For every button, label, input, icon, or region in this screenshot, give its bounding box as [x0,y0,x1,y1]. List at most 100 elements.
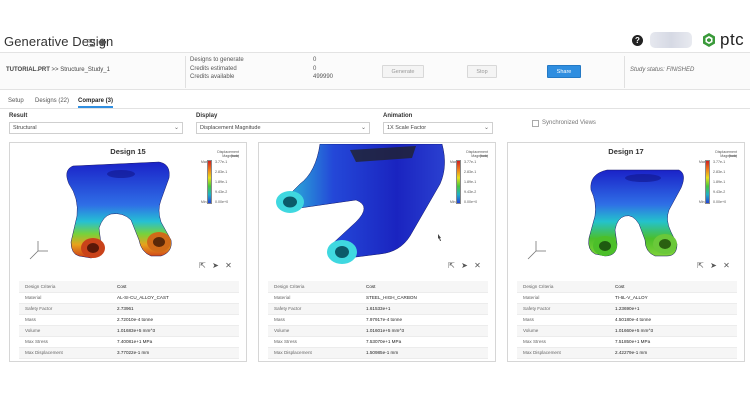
row-value: STEEL_HIGH_CARBON [360,292,488,304]
ptc-logo-text: ptc [720,30,745,49]
legend-title: Displacement Magnitude [466,150,488,158]
panel-title: Design 17 [608,147,644,156]
credits-estimated-value: 0 [313,65,317,72]
chevron-down-icon: ⌄ [483,125,489,131]
row-key: Max Stress [517,336,609,348]
view-toolbar: ⇱ ➤ ✕ [196,261,240,271]
close-icon[interactable]: ✕ [474,261,481,270]
legend-color-bar [705,160,710,204]
color-legend: Displacement Magnitude (mm) Max Min 3.77… [450,150,488,206]
close-icon[interactable]: ✕ [225,261,232,270]
header-criteria: Design Criteria [517,281,609,293]
row-value: AL-SI-CU_ALLOY_CAST [111,292,239,304]
table-row: Mass 7.97917e-4 tonne [268,314,488,326]
user-avatar[interactable] [650,32,692,48]
app-title: Generative Design [4,34,114,49]
ptc-logo: ptc [702,30,750,50]
share-view-icon[interactable]: ➤ [710,261,717,270]
expand-view-icon[interactable]: ⇱ [697,261,704,270]
share-view-icon[interactable]: ➤ [461,261,468,270]
title-action-icons[interactable]: 🖫 ✚ [87,38,107,49]
axes-triad-icon [29,241,48,260]
row-value: 1.01683e+5 mm^3 [111,325,239,337]
table-header-row: Design Criteria Cost [517,281,737,293]
study-file[interactable]: TUTORIAL.PRT [6,67,50,73]
legend-tick: 3.77e-1 [215,160,228,164]
design-15-model [66,161,172,259]
row-key: Mass [517,314,609,326]
close-icon[interactable]: ✕ [723,261,730,270]
3d-viewport[interactable]: Design 17 Displacement Magnitude (mm) Ma… [509,144,743,276]
design-17-model [588,169,684,257]
3d-viewport[interactable]: Displacement Magnitude (mm) Max Min 3.77… [260,144,494,276]
design-16-model [276,144,445,264]
row-key: Mass [268,314,360,326]
designs-to-generate-value: 0 [313,57,317,63]
header-criteria: Design Criteria [268,281,360,293]
tab-compare[interactable]: Compare (3) [78,98,114,108]
credits-labels: Designs to generate Credits estimated Cr… [190,56,244,82]
design-criteria-table: Design Criteria Cost Material AL-SI-CU_ALL… [19,281,239,359]
table-row: Material AL-SI-CU_ALLOY_CAST [19,292,239,304]
legend-max-label: Max [699,160,706,164]
legend-tick: 1.89e-1 [713,180,726,184]
legend-tick: 1.89e-1 [464,180,477,184]
tab-setup[interactable]: Setup [8,98,24,104]
row-key: Material [517,292,609,304]
design-criteria-table: Design Criteria Cost Material STEEL_HIGH_C… [268,281,488,359]
chevron-down-icon: ⌄ [173,125,179,131]
table-row: Volume 1.01683e+5 mm^3 [19,325,239,337]
result-select-value: Structural [13,125,37,131]
stop-button[interactable]: Stop [467,65,497,78]
legend-tick: 9.43e-2 [713,190,726,194]
legend-tick: 9.43e-2 [464,190,477,194]
design-criteria-table: Design Criteria Cost Material TI-6L-V_ALLO… [517,281,737,359]
animation-select[interactable]: 1X Scale Factor ⌄ [383,122,493,134]
synchronized-views-checkbox[interactable] [532,120,539,127]
table-header-row: Design Criteria Cost [268,281,488,293]
legend-tick: 1.89e-1 [215,180,228,184]
result-select[interactable]: Structural ⌄ [9,122,183,134]
row-value: 1.50985e-1 mm [360,347,488,359]
table-row: Mass 2.72010e-4 tonne [19,314,239,326]
color-legend: Displacement Magnitude (mm) Max Min 3.77… [699,150,737,206]
study-status: Study status: FINISHED [630,67,695,73]
row-key: Max Displacement [268,347,360,359]
study-breadcrumb: TUTORIAL.PRT >> Structure_Study_1 [6,67,110,73]
study-info-strip: TUTORIAL.PRT >> Structure_Study_1 Design… [0,52,750,90]
row-key: Max Stress [19,336,111,348]
help-icon[interactable]: ? [632,35,643,46]
3d-viewport[interactable]: Design 15 Displacement Magnitude (mm) Ma… [11,144,245,276]
axes-triad-icon [527,241,546,260]
legend-tick: 2.83e-1 [713,170,726,174]
expand-view-icon[interactable]: ⇱ [448,261,455,270]
row-key: Safety Factor [268,303,360,315]
ptc-logo-icon [703,33,715,47]
display-label: Display [196,113,218,119]
view-tabs: Setup Designs (22) Compare (3) [0,95,750,109]
animation-select-value: 1X Scale Factor [387,125,427,131]
legend-tick: 2.83e-1 [464,170,477,174]
tab-designs[interactable]: Designs (22) [35,98,70,104]
panel-title: Design 15 [110,147,146,156]
study-name[interactable]: Structure_Study_1 [60,67,110,73]
row-value: 3.77022e-1 mm [111,347,239,359]
row-value: 7.53070e+1 MPa [360,336,488,348]
share-view-icon[interactable]: ➤ [212,261,219,270]
legend-title: Displacement Magnitude [715,150,737,158]
row-key: Max Stress [268,336,360,348]
table-header-row: Design Criteria Cost [19,281,239,293]
view-toolbar: ⇱ ➤ ✕ [694,261,738,271]
header-cost: Cost [609,281,737,293]
generate-button[interactable]: Generate [382,65,424,78]
designs-to-generate-label: Designs to generate [190,57,244,63]
legend-color-bar [207,160,212,204]
credits-available-label: Credits available [190,74,235,80]
divider [624,56,625,88]
share-button[interactable]: Share [547,65,581,78]
display-select[interactable]: Displacement Magnitude ⌄ [196,122,370,134]
expand-view-icon[interactable]: ⇱ [199,261,206,270]
row-value: TI-6L-V_ALLOY [609,292,737,304]
table-row: Safety Factor 1.23690e+1 [517,303,737,315]
